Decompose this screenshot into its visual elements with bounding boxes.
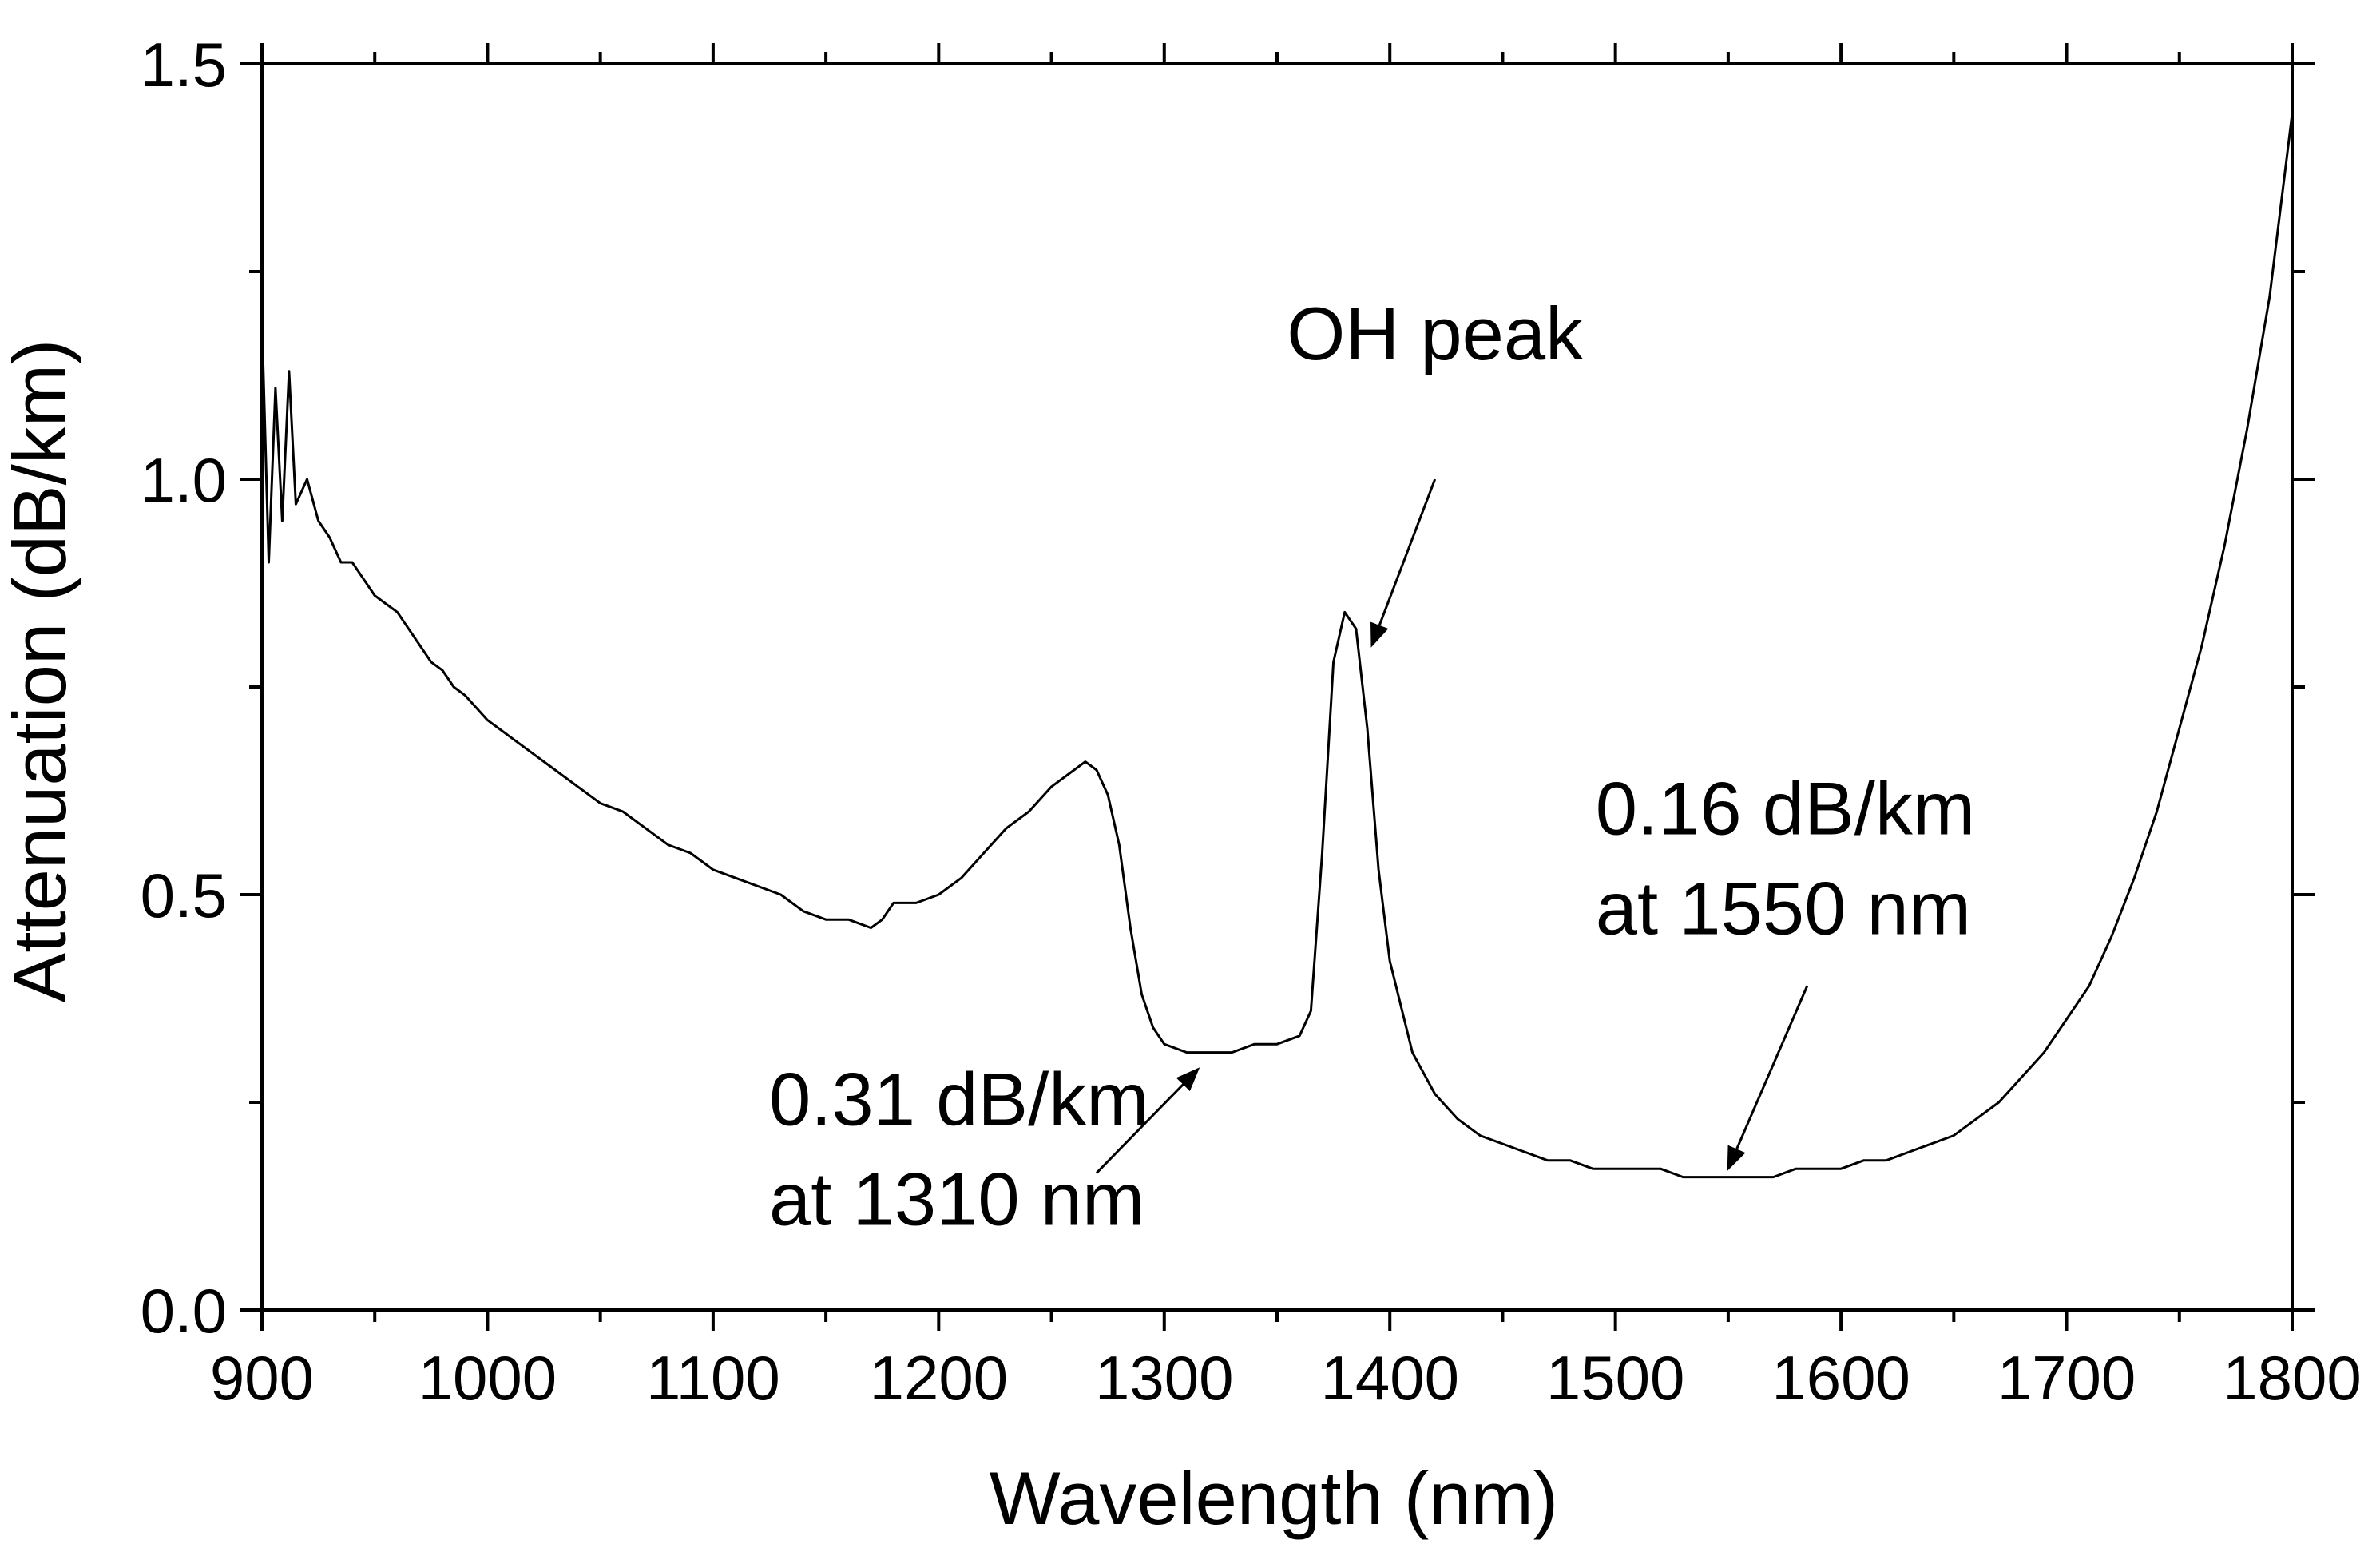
x-tick-label: 1600 [1771, 1343, 1910, 1413]
x-tick-label: 1200 [870, 1343, 1009, 1413]
annotation-label: at 1310 nm [769, 1157, 1144, 1240]
x-tick-label: 1700 [1997, 1343, 2136, 1413]
annotation-arrow [1370, 478, 1437, 648]
x-tick-label: 1800 [2223, 1343, 2362, 1413]
series-line-attenuation [260, 113, 2294, 1179]
y-tick-label: 0.0 [141, 1276, 227, 1346]
y-tick-label: 0.5 [141, 860, 227, 931]
y-tick-label: 1.0 [141, 445, 227, 515]
x-tick-label: 1500 [1546, 1343, 1685, 1413]
y-tick-label: 1.5 [141, 30, 227, 100]
x-tick-label: 1100 [646, 1343, 780, 1413]
y-axis-title: Attenuation (dB/km) [0, 339, 81, 1003]
x-tick-label: 1000 [418, 1343, 557, 1413]
plot-frame [260, 62, 2294, 1312]
annotation-label: 0.31 dB/km [769, 1057, 1148, 1141]
annotation-label: at 1550 nm [1596, 866, 1971, 950]
x-tick-label: 1300 [1095, 1343, 1234, 1413]
x-tick-label: 900 [210, 1343, 314, 1413]
annotation-arrow [1095, 1067, 1200, 1174]
x-axis-title: Wavelength (nm) [990, 1456, 1558, 1540]
annotation-label: OH peak [1287, 292, 1584, 375]
annotation-label: 0.16 dB/km [1596, 766, 1975, 850]
x-tick-label: 1400 [1320, 1343, 1459, 1413]
annotation-arrow [1727, 985, 1809, 1171]
